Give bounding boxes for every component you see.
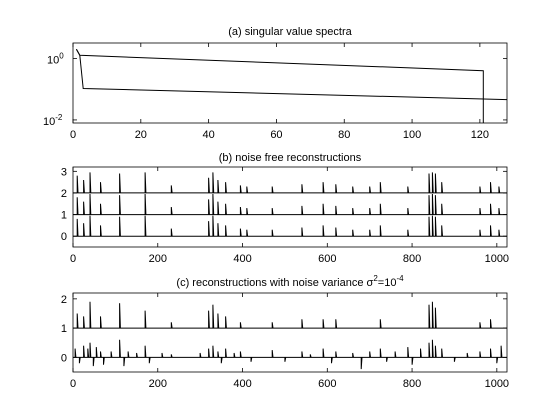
y-tick-label: 2	[61, 294, 67, 306]
panel-a-title: (a) singular value spectra	[228, 26, 352, 38]
panel-b-title: (b) noise free reconstructions	[219, 152, 362, 164]
x-tick-label: 1000	[485, 378, 509, 390]
panel-a-frame	[72, 42, 508, 124]
panel-c-y-ticks: 0 1 2	[61, 294, 507, 364]
x-tick-label: 0	[70, 378, 76, 390]
x-tick-label: 800	[403, 253, 421, 265]
x-tick-label: 80	[338, 129, 350, 141]
x-tick-label: 600	[318, 253, 336, 265]
panel-a-singular-value-spectra: (a) singular value spectra 0 20 40 60 80 100 1…	[43, 26, 508, 141]
y-tick-label: 1	[61, 323, 67, 335]
panel-a-y-ticks: 100 10-2	[43, 51, 507, 128]
y-tick-label: 1	[61, 210, 67, 222]
panel-c-noisy-reconstructions: (c) reconstructions with noise variance …	[61, 274, 509, 390]
panel-c-plot-area	[73, 301, 507, 370]
x-tick-label: 20	[135, 129, 147, 141]
spectrum-series-2	[75, 48, 508, 101]
x-tick-label: 800	[403, 378, 421, 390]
x-tick-label: 200	[149, 253, 167, 265]
x-tick-label: 0	[70, 253, 76, 265]
y-tick-label: 0	[61, 352, 67, 364]
x-tick-label: 600	[318, 378, 336, 390]
y-tick-label: 0	[61, 231, 67, 243]
panel-a-plot-area	[75, 48, 508, 123]
panel-b-x-ticks: 0 200 400 600 800 1000	[70, 167, 509, 265]
y-tick-label: 3	[61, 166, 67, 178]
panel-a-x-ticks: 0 20 40 60 80 100 120	[70, 43, 489, 141]
reconstruction-trace-3	[73, 215, 507, 237]
panel-b-y-ticks: 0 1 2 3	[61, 166, 507, 243]
x-tick-label: 200	[149, 378, 167, 390]
x-tick-label: 400	[233, 378, 251, 390]
x-tick-label: 1000	[485, 253, 509, 265]
y-tick-label: 10-2	[43, 113, 63, 128]
reconstruction-trace-1	[73, 301, 507, 329]
x-tick-label: 40	[203, 129, 215, 141]
spectrum-series-1	[75, 48, 484, 123]
reconstruction-trace-2	[73, 339, 507, 370]
y-tick-label: 100	[47, 51, 64, 66]
reconstruction-trace-2	[73, 193, 507, 216]
panel-b-frame	[72, 166, 508, 248]
x-tick-label: 0	[70, 129, 76, 141]
x-tick-label: 400	[233, 253, 251, 265]
panel-c-title: (c) reconstructions with noise variance …	[176, 274, 404, 289]
panel-b-plot-area	[73, 172, 507, 237]
x-tick-label: 100	[403, 129, 421, 141]
panel-c-frame	[72, 292, 508, 373]
panel-c-x-ticks: 0 200 400 600 800 1000	[70, 293, 509, 390]
y-tick-label: 2	[61, 188, 67, 200]
panel-b-noise-free-reconstructions: (b) noise free reconstructions 0 200 400 60…	[61, 152, 509, 265]
x-tick-label: 60	[270, 129, 282, 141]
x-tick-label: 120	[471, 129, 489, 141]
reconstruction-trace-1	[73, 172, 507, 194]
